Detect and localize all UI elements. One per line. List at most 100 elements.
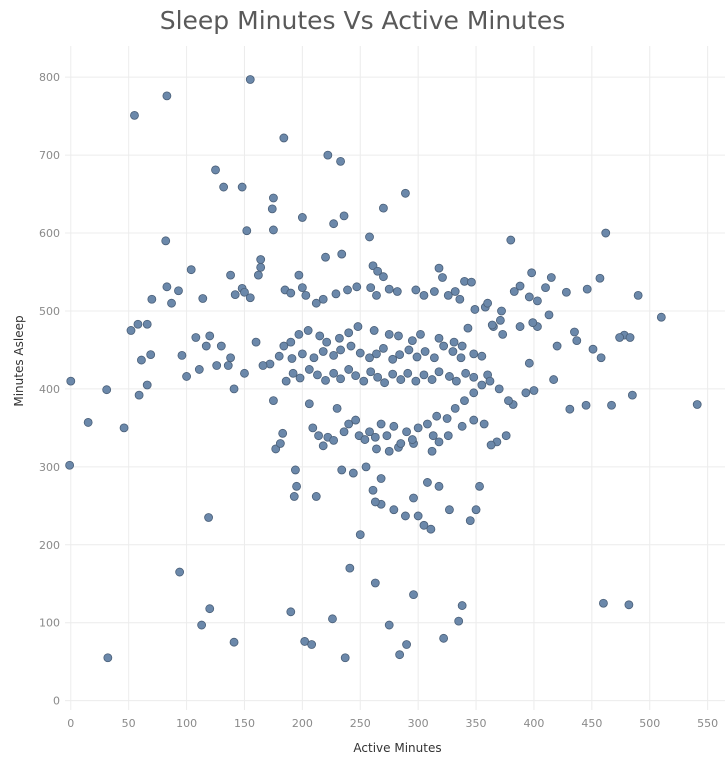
data-point <box>572 336 582 345</box>
data-point <box>240 368 249 378</box>
data-point <box>361 462 371 472</box>
data-point <box>133 319 143 329</box>
data-point <box>384 329 394 339</box>
data-point <box>582 284 592 294</box>
y-tick-label: 500 <box>39 305 60 318</box>
data-point <box>344 328 354 338</box>
data-point <box>337 465 347 475</box>
data-point <box>443 431 453 441</box>
data-point <box>373 372 383 382</box>
data-point <box>311 492 321 501</box>
data-point <box>66 376 76 386</box>
data-point <box>427 375 437 384</box>
data-point <box>409 493 418 503</box>
data-point <box>167 298 176 308</box>
data-point <box>528 318 538 328</box>
data-point <box>332 403 342 413</box>
data-point <box>197 620 207 630</box>
data-point <box>344 419 354 429</box>
data-point <box>142 380 152 390</box>
data-point <box>348 468 358 478</box>
data-point <box>419 290 429 300</box>
data-point <box>432 411 442 421</box>
data-point <box>506 235 516 245</box>
data-point <box>267 204 277 214</box>
data-point <box>360 435 370 444</box>
data-point <box>103 653 113 663</box>
x-axis-ticks: 0 50 100 150 200 250 300 350 400 450 500 550 <box>67 717 718 730</box>
data-point <box>336 156 345 166</box>
data-point <box>370 497 380 507</box>
data-point <box>515 322 525 331</box>
data-point <box>137 355 146 365</box>
data-point <box>529 386 539 395</box>
data-point <box>419 520 429 530</box>
data-point <box>515 281 525 291</box>
data-point <box>561 287 571 297</box>
data-point <box>419 370 429 380</box>
data-point <box>402 427 411 437</box>
data-point <box>463 323 473 333</box>
data-point <box>331 289 341 299</box>
data-point <box>376 474 386 483</box>
data-point <box>191 333 201 342</box>
data-point <box>226 353 235 363</box>
data-point <box>501 431 511 441</box>
x-tick-label: 400 <box>523 717 544 730</box>
data-point <box>497 306 506 316</box>
data-point <box>288 368 298 378</box>
data-point <box>297 349 307 359</box>
data-point <box>479 419 489 429</box>
data-point <box>212 361 222 370</box>
data-point <box>407 336 417 345</box>
data-point <box>524 292 534 302</box>
data-point <box>565 404 575 414</box>
data-point <box>368 485 378 495</box>
data-point <box>546 273 556 282</box>
data-point <box>402 640 411 649</box>
y-tick-label: 800 <box>39 71 60 84</box>
data-point <box>656 312 666 322</box>
data-point <box>509 287 519 296</box>
data-point <box>146 350 156 360</box>
data-point <box>126 326 136 335</box>
x-tick-label: 150 <box>234 717 255 730</box>
data-point <box>237 182 247 192</box>
data-point <box>552 341 562 351</box>
data-point <box>439 633 449 643</box>
data-point <box>450 287 460 296</box>
data-point <box>245 293 255 303</box>
data-point <box>401 188 410 198</box>
data-point <box>469 349 479 359</box>
data-point <box>286 607 296 617</box>
data-point <box>483 298 493 308</box>
data-point <box>314 431 323 441</box>
x-tick-label: 50 <box>122 717 136 730</box>
data-point <box>295 373 305 383</box>
data-point <box>434 333 444 343</box>
data-point <box>336 345 345 355</box>
data-point <box>286 288 296 298</box>
data-point <box>269 396 278 406</box>
data-point <box>549 375 559 384</box>
x-tick-label: 0 <box>67 717 74 730</box>
data-point <box>329 368 339 378</box>
data-point <box>301 290 311 300</box>
data-point <box>307 640 317 649</box>
data-point <box>345 563 355 573</box>
data-point <box>230 290 240 300</box>
data-point <box>311 298 321 308</box>
data-point <box>337 249 347 259</box>
data-point <box>102 385 112 395</box>
data-point <box>198 294 208 303</box>
data-point <box>428 431 438 441</box>
data-point <box>134 390 144 400</box>
data-point <box>467 277 476 287</box>
data-point <box>394 331 403 341</box>
data-point <box>407 435 417 444</box>
data-point <box>504 396 513 406</box>
data-point <box>373 266 383 276</box>
data-point <box>229 384 239 394</box>
data-point <box>205 604 215 614</box>
data-point <box>469 372 479 382</box>
